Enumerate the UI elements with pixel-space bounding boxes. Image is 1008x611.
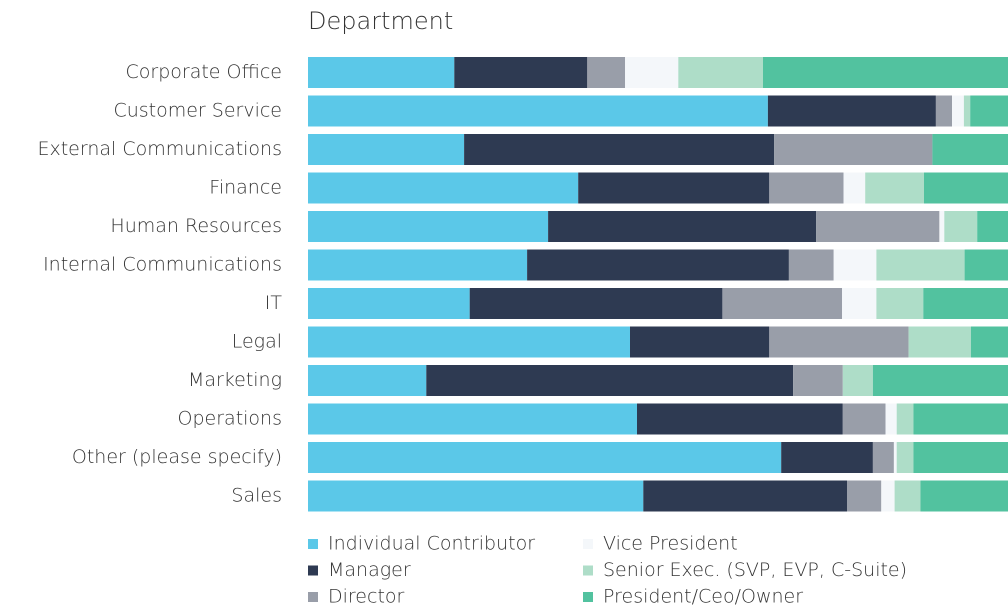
bar-segment	[426, 365, 794, 396]
category-label: External Communications	[37, 138, 282, 160]
bar-segment	[308, 57, 455, 88]
bar-segment	[944, 211, 978, 242]
bar-segment	[774, 134, 933, 165]
category-label: Operations	[178, 408, 282, 430]
bar-segment	[527, 249, 789, 281]
bar-segment	[630, 326, 770, 358]
bar-segment	[977, 211, 1008, 242]
bar-segment	[842, 288, 877, 319]
category-label: Sales	[231, 485, 282, 507]
bar-segment	[308, 365, 427, 396]
legend-label: Vice President	[603, 533, 738, 555]
bar-segment	[788, 249, 834, 281]
bar-segment	[842, 365, 873, 396]
legend-label: Manager	[328, 559, 411, 581]
bar-segment	[587, 57, 626, 88]
bar-segment	[872, 442, 894, 473]
bar-segment	[454, 57, 588, 88]
legend-swatch	[308, 539, 318, 549]
bar-segment	[876, 288, 924, 319]
bar-segment	[865, 172, 924, 204]
bar-segment	[894, 480, 921, 512]
legend-label: Director	[328, 586, 405, 608]
bar-segment	[932, 134, 1008, 165]
category-label: Other (please specify)	[72, 446, 282, 468]
bar-segment	[308, 95, 768, 127]
bar-segment	[308, 403, 637, 435]
bar-segment	[842, 403, 886, 435]
bar-segment	[464, 134, 775, 165]
bar-segment	[893, 442, 897, 473]
legend-swatch	[583, 592, 593, 602]
category-label: Corporate Office	[126, 61, 282, 83]
bar-segment	[920, 480, 1008, 512]
bar-segment	[308, 288, 470, 319]
bar-segment	[847, 480, 882, 512]
legend-label: President/Ceo/Owner	[603, 586, 803, 608]
legend-swatch	[583, 539, 593, 549]
bar-segment	[913, 403, 1008, 435]
bar-segment	[881, 480, 895, 512]
bar-segment	[952, 95, 964, 127]
bar-segment	[913, 442, 1008, 473]
category-label: Finance	[209, 177, 282, 199]
bar-segment	[872, 365, 1008, 396]
bar-segment	[722, 288, 843, 319]
bar-segment	[308, 172, 579, 204]
chart-title: Department	[308, 7, 453, 35]
bar-segment	[876, 249, 965, 281]
category-label: Customer Service	[113, 100, 282, 122]
bar-segment	[896, 442, 914, 473]
category-label: Human Resources	[110, 215, 282, 237]
bar-segment	[963, 95, 971, 127]
legend-swatch	[308, 565, 318, 576]
bar-segment	[833, 249, 877, 281]
legend-swatch	[583, 565, 593, 576]
category-label: Marketing	[188, 369, 282, 391]
bar-segment	[308, 442, 782, 473]
bar-segment	[896, 403, 914, 435]
bar-segment	[939, 211, 945, 242]
bar-segment	[935, 95, 952, 127]
bar-segment	[308, 211, 549, 242]
bar-segment	[763, 57, 1008, 88]
category-label: Legal	[232, 331, 282, 353]
bar-segment	[970, 95, 1008, 127]
bar-segment	[308, 249, 528, 281]
bar-segment	[308, 480, 644, 512]
bar-segment	[643, 480, 847, 512]
bar-segment	[908, 326, 971, 358]
bar-segment	[625, 57, 679, 88]
bar-segment	[923, 288, 1008, 319]
bar-segment	[548, 211, 817, 242]
category-label: Internal Communications	[43, 254, 282, 276]
legend-swatch	[308, 592, 318, 602]
bar-segment	[793, 365, 843, 396]
legend-label: Individual Contributor	[328, 533, 535, 555]
bar-segment	[924, 172, 1008, 204]
bar-segment	[769, 172, 844, 204]
bar-segment	[970, 326, 1008, 358]
bar-segment	[769, 326, 909, 358]
bar-segment	[578, 172, 770, 204]
bar-segment	[781, 442, 873, 473]
bar-segment	[308, 326, 630, 358]
bar-segment	[767, 95, 936, 127]
bar-segment	[843, 172, 866, 204]
bar-segment	[308, 134, 465, 165]
bar-segment	[637, 403, 843, 435]
bar-segment	[816, 211, 940, 242]
category-label: IT	[265, 292, 283, 314]
bar-segment	[964, 249, 1008, 281]
bar-segment	[885, 403, 897, 435]
bar-segment	[469, 288, 723, 319]
bar-segment	[678, 57, 763, 88]
legend-label: Senior Exec. (SVP, EVP, C-Suite)	[603, 559, 907, 581]
